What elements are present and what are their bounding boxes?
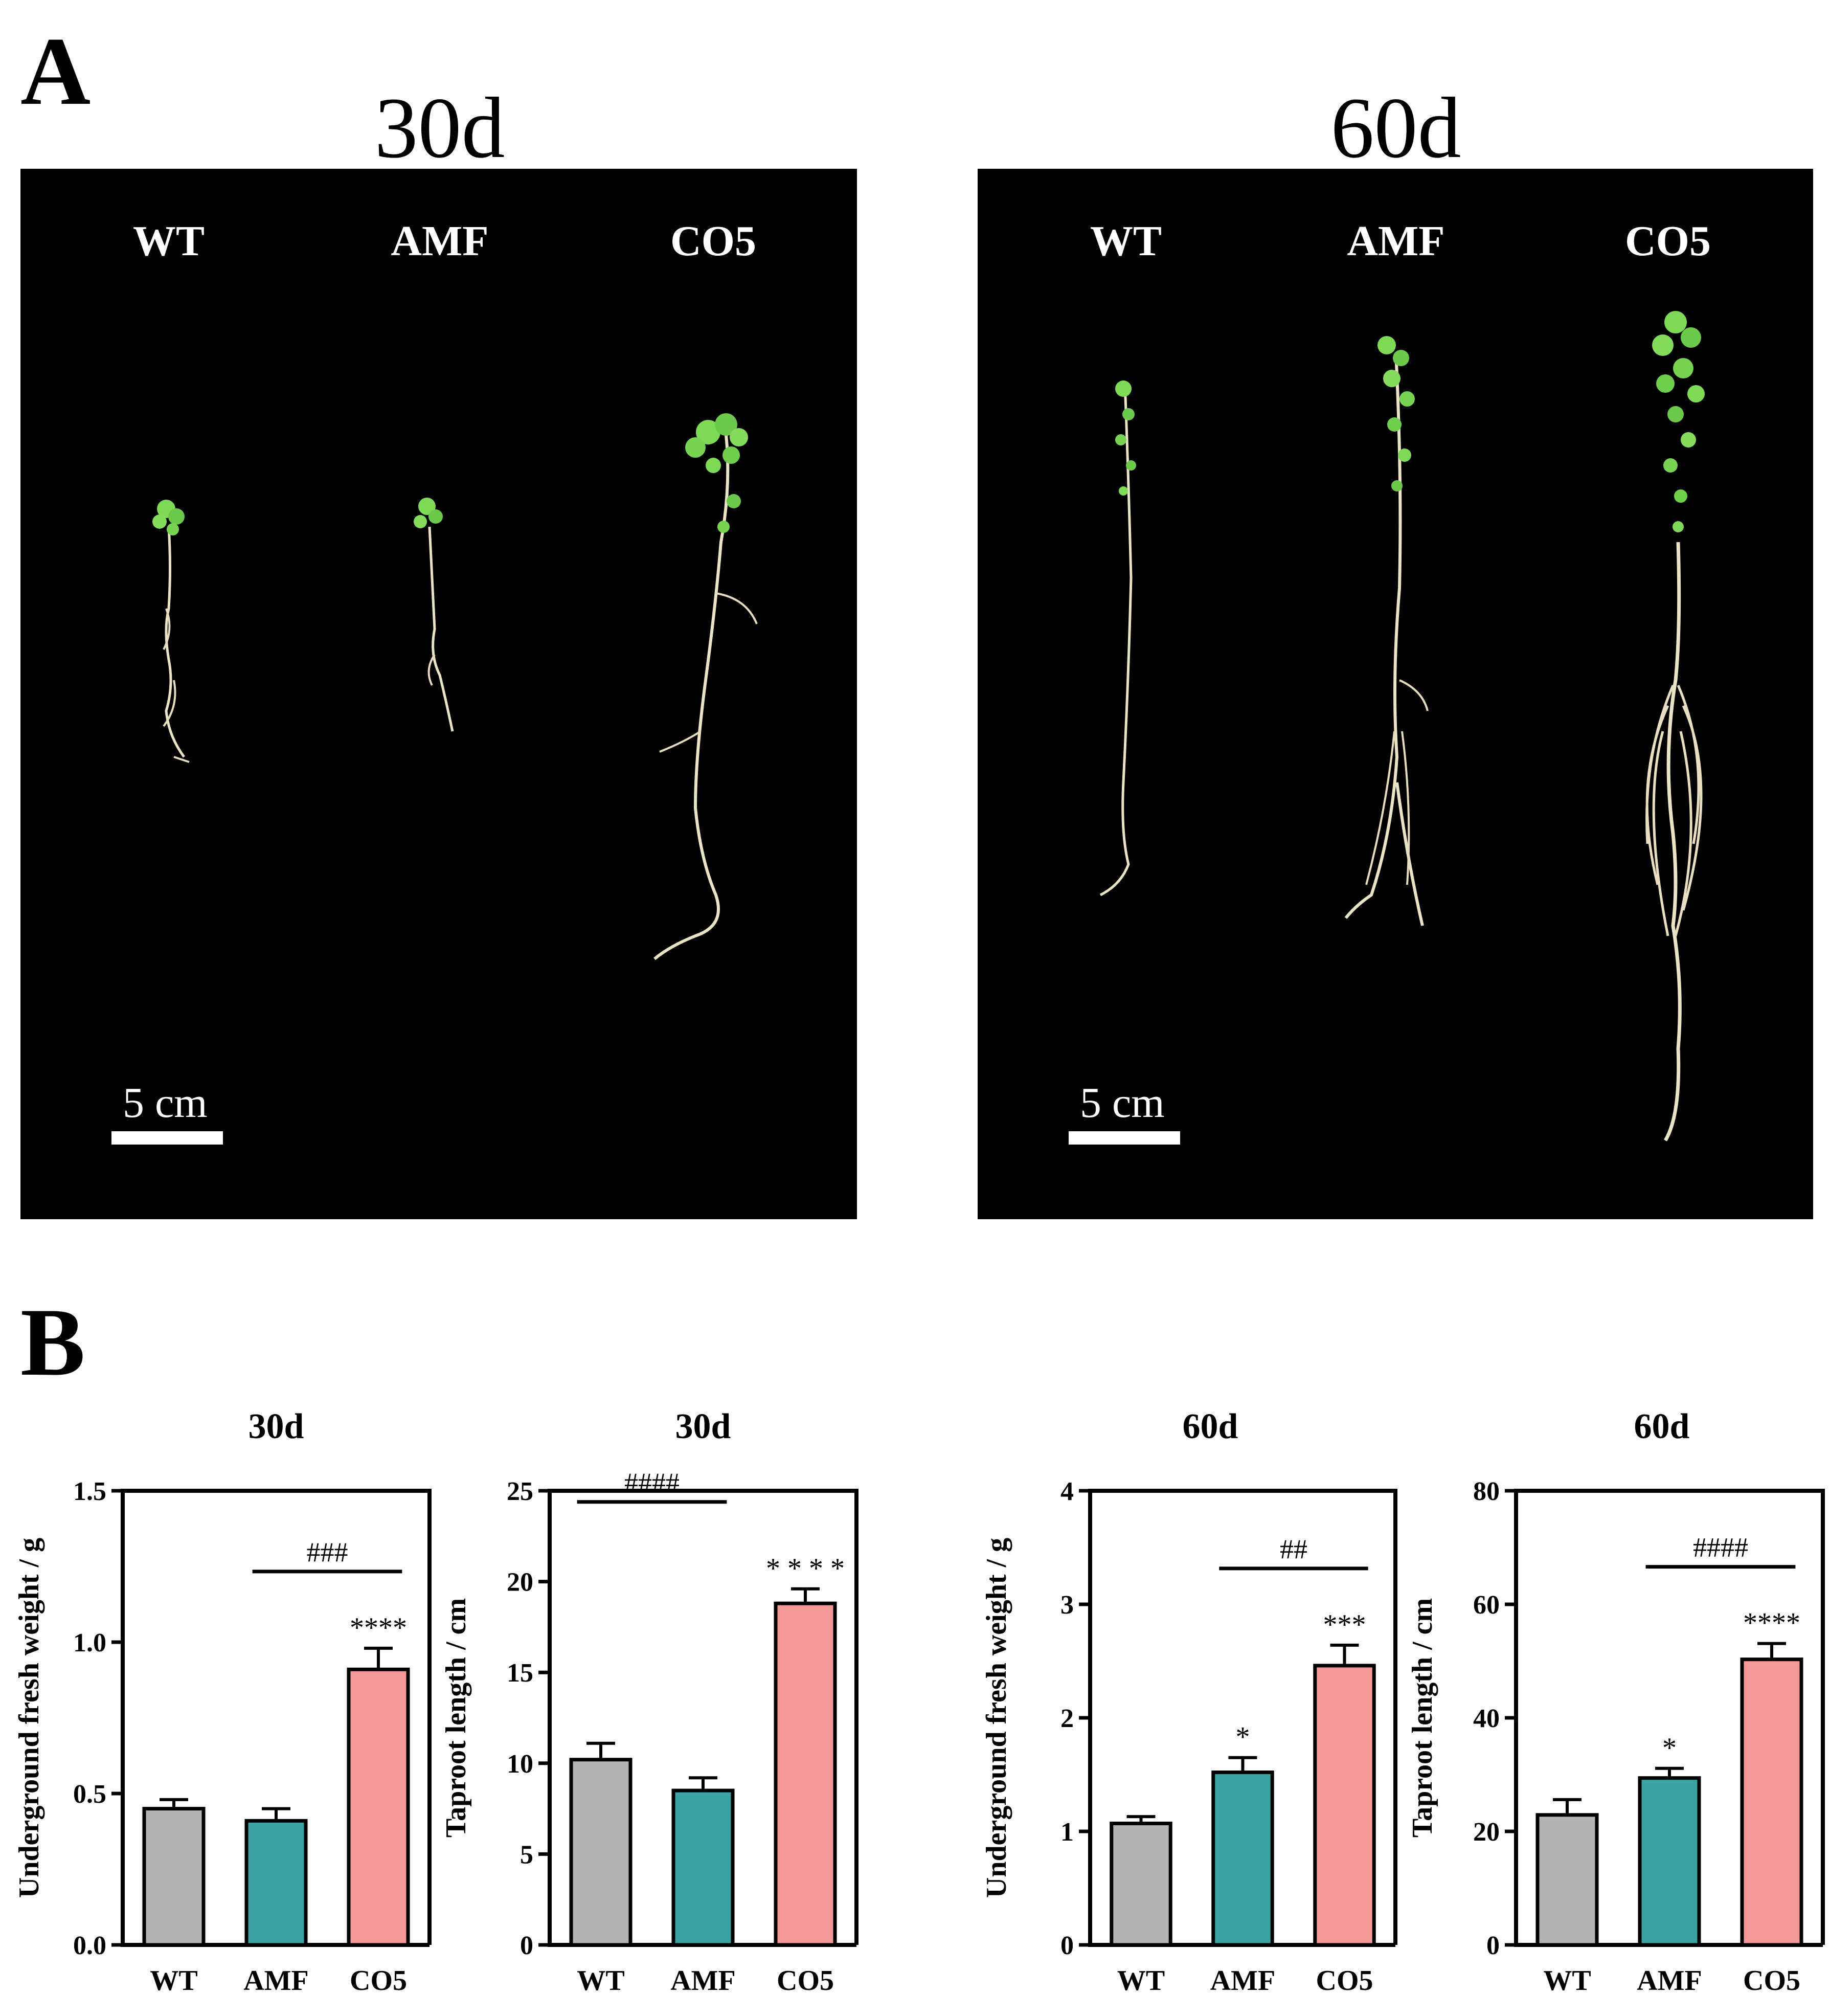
chart-1-ytick-label: 1.0 bbox=[73, 1628, 106, 1657]
chart-2-comparison-label: #### bbox=[624, 1467, 680, 1498]
chart-4-stars-amf: * bbox=[1662, 1732, 1677, 1764]
chart-2-ytick-label: 25 bbox=[507, 1477, 533, 1506]
photo-60d-title: 60d bbox=[1330, 80, 1461, 176]
photo-60d-scale-label: 5 cm bbox=[1080, 1079, 1165, 1127]
chart-3-ytick-label: 3 bbox=[1060, 1591, 1074, 1620]
chart-4-ytick-label: 60 bbox=[1473, 1591, 1500, 1620]
photo-30d-scale-bar bbox=[111, 1131, 223, 1145]
chart-3-ytick-label: 1 bbox=[1060, 1818, 1074, 1847]
chart-3-ytick-label: 2 bbox=[1060, 1704, 1074, 1733]
chart-1-ytick-label: 0.5 bbox=[73, 1780, 106, 1809]
chart-4-bar-amf bbox=[1638, 1776, 1701, 1947]
chart-3-bar-amf bbox=[1211, 1771, 1274, 1947]
chart-2-ytick-label: 15 bbox=[507, 1659, 533, 1688]
chart-1-ylabel: Underground fresh weight / g bbox=[13, 1538, 45, 1898]
chart-4-ytick-label: 80 bbox=[1473, 1477, 1500, 1506]
chart-3-ylabel: Underground fresh weight / g bbox=[981, 1538, 1012, 1898]
plant-amf-60d bbox=[1344, 336, 1429, 926]
chart-1-bar-wt bbox=[142, 1807, 206, 1947]
chart-4-xtick-label-wt: WT bbox=[1543, 1965, 1591, 1997]
chart-3-title: 60d bbox=[1182, 1407, 1238, 1446]
chart-2-ytick-label: 0 bbox=[520, 1931, 533, 1960]
chart-4-bar-co5 bbox=[1740, 1657, 1803, 1947]
chart-2-title: 30d bbox=[675, 1407, 731, 1446]
chart-4-xtick-label-co5: CO5 bbox=[1743, 1965, 1800, 1997]
chart-1-bar-amf bbox=[244, 1819, 308, 1947]
chart-1-ytick-label: 0.0 bbox=[73, 1931, 106, 1960]
plant-wt-60d bbox=[1099, 380, 1136, 897]
photo-60d: WT AMF CO5 5 cm bbox=[978, 169, 1813, 1219]
plant-co5-60d bbox=[1645, 311, 1705, 1141]
chart-2-ylabel: Taproot length / cm bbox=[440, 1598, 472, 1838]
chart-4-stars-co5: **** bbox=[1743, 1607, 1800, 1639]
photo-30d: WT AMF CO5 5 cm bbox=[20, 169, 857, 1219]
chart-4-ytick-label: 0 bbox=[1486, 1931, 1500, 1960]
chart-1-bar-co5 bbox=[347, 1667, 410, 1947]
chart-2-ytick-label: 20 bbox=[507, 1568, 533, 1597]
chart-2-ytick-label: 5 bbox=[520, 1840, 533, 1869]
chart-1-xtick-label-wt: WT bbox=[150, 1965, 197, 1997]
chart-2-bar-wt bbox=[569, 1758, 632, 1947]
plant-wt-30d bbox=[152, 500, 190, 763]
chart-3-xtick-label-amf: AMF bbox=[1210, 1965, 1276, 1997]
chart-1-comparison-label: ### bbox=[307, 1537, 348, 1567]
panel-b-letter: B bbox=[20, 1289, 85, 1396]
photo-60d-scale-bar bbox=[1069, 1131, 1180, 1145]
chart-3-xtick-label-co5: CO5 bbox=[1316, 1965, 1373, 1997]
chart-2-xtick-label-amf: AMF bbox=[670, 1965, 736, 1997]
chart-3-bar-wt bbox=[1110, 1821, 1172, 1947]
chart-3-stars-amf: * bbox=[1236, 1721, 1250, 1753]
chart-3-xtick-label-wt: WT bbox=[1117, 1965, 1165, 1997]
chart-1-xtick-label-co5: CO5 bbox=[350, 1965, 407, 1997]
chart-3-stars-co5: *** bbox=[1323, 1609, 1366, 1641]
photo-60d-label-co5: CO5 bbox=[1625, 217, 1711, 265]
chart-1-ytick-label: 1.5 bbox=[73, 1477, 106, 1506]
chart-4-ylabel: Taproot length / cm bbox=[1407, 1598, 1438, 1838]
plant-co5-30d bbox=[653, 413, 758, 960]
photo-30d-scale-label: 5 cm bbox=[123, 1079, 208, 1127]
chart-3-comparison-label: ## bbox=[1280, 1534, 1307, 1564]
chart-3-bar-co5 bbox=[1313, 1664, 1376, 1947]
panel-a-letter: A bbox=[20, 18, 91, 125]
chart-2-bar-amf bbox=[671, 1788, 735, 1947]
plant-illustration-60d bbox=[1099, 311, 1705, 1141]
chart-4-bar-wt bbox=[1535, 1813, 1599, 1947]
chart-4-ytick-label: 20 bbox=[1473, 1818, 1500, 1847]
chart-2-ytick-label: 10 bbox=[507, 1750, 533, 1779]
chart-3-ytick-label: 0 bbox=[1060, 1931, 1074, 1960]
chart-3-ytick-label: 4 bbox=[1060, 1477, 1074, 1506]
photo-30d-label-wt: WT bbox=[132, 217, 205, 265]
chart-4-title: 60d bbox=[1634, 1407, 1690, 1446]
plant-amf-30d bbox=[414, 498, 454, 732]
chart-4-xtick-label-amf: AMF bbox=[1637, 1965, 1702, 1997]
chart-1-stars-co5: **** bbox=[350, 1612, 407, 1644]
chart-2-xtick-label-wt: WT bbox=[577, 1965, 624, 1997]
photo-30d-title: 30d bbox=[374, 80, 505, 176]
photo-30d-label-co5: CO5 bbox=[670, 217, 756, 265]
chart-4-comparison-label: #### bbox=[1693, 1532, 1748, 1563]
photo-30d-label-amf: AMF bbox=[391, 217, 489, 265]
chart-2-xtick-label-co5: CO5 bbox=[777, 1965, 834, 1997]
chart-1-title: 30d bbox=[248, 1407, 304, 1446]
photo-60d-label-wt: WT bbox=[1090, 217, 1162, 265]
chart-2-bar-co5 bbox=[774, 1601, 837, 1947]
chart-1-xtick-label-amf: AMF bbox=[243, 1965, 309, 1997]
photo-60d-label-amf: AMF bbox=[1347, 217, 1445, 265]
chart-4-ytick-label: 40 bbox=[1473, 1704, 1500, 1733]
plant-illustration-30d bbox=[152, 413, 758, 960]
chart-2-stars-co5: * * * * bbox=[766, 1553, 845, 1584]
